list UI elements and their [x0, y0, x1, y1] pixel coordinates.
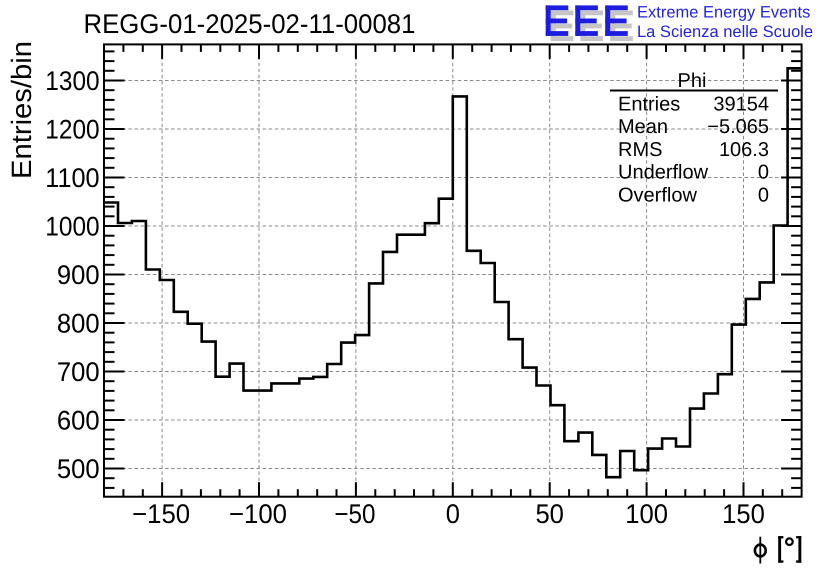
svg-text:150: 150 — [722, 499, 765, 529]
svg-text:106.3: 106.3 — [719, 139, 769, 161]
svg-text:800: 800 — [57, 309, 100, 339]
svg-text:Entries/bin: Entries/bin — [6, 41, 37, 179]
svg-text:REGG-01-2025-02-11-00081: REGG-01-2025-02-11-00081 — [84, 9, 416, 39]
svg-text:Phi: Phi — [678, 70, 707, 92]
svg-text:100: 100 — [625, 499, 668, 529]
svg-text:700: 700 — [57, 357, 100, 387]
svg-text:−100: −100 — [229, 499, 287, 529]
svg-text:39154: 39154 — [713, 93, 769, 115]
svg-text:50: 50 — [535, 499, 564, 529]
svg-text:Overflow: Overflow — [618, 185, 697, 207]
svg-text:1200: 1200 — [45, 115, 99, 145]
svg-text:0: 0 — [758, 185, 769, 207]
svg-text:900: 900 — [57, 260, 100, 290]
svg-text:1300: 1300 — [45, 66, 99, 96]
svg-text:Underflow: Underflow — [618, 162, 709, 184]
svg-text:Extreme Energy Events: Extreme Energy Events — [637, 4, 810, 22]
svg-text:RMS: RMS — [618, 139, 662, 161]
svg-text:−150: −150 — [132, 499, 190, 529]
svg-text:La Scienza nelle Scuole: La Scienza nelle Scuole — [637, 23, 813, 41]
svg-text:−5.065: −5.065 — [707, 116, 769, 138]
svg-text:0: 0 — [446, 499, 460, 529]
svg-text:0: 0 — [758, 162, 769, 184]
svg-text:1000: 1000 — [45, 212, 99, 242]
svg-text:Mean: Mean — [618, 116, 668, 138]
svg-text:Entries: Entries — [618, 93, 680, 115]
svg-text:600: 600 — [57, 406, 100, 436]
svg-text:1100: 1100 — [45, 163, 99, 193]
svg-text:−50: −50 — [334, 499, 375, 529]
svg-text:500: 500 — [57, 454, 100, 484]
